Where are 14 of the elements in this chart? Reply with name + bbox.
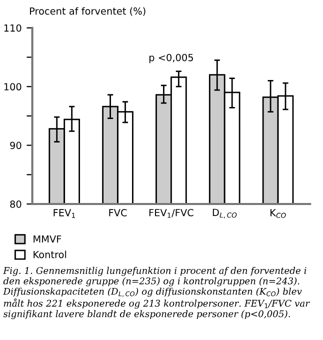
y-tick-label: 90 bbox=[10, 142, 22, 150]
x-tick-label: FEV$_{1}$ bbox=[54, 209, 75, 218]
x-tick-label: K$_{CO}$ bbox=[270, 209, 286, 218]
y-axis-title: Procent af forventet (%) bbox=[30, 7, 146, 16]
annotation: p <0,005 bbox=[149, 54, 193, 64]
y-tick-label: 100 bbox=[4, 83, 22, 90]
x-tick-label: FVC bbox=[109, 209, 127, 216]
text: Fig. 1. Gennemsnitlig lungefunktion i procent af den forventede i den eksponerede gruppe (n=235) og i kontrolgruppen (n=243). Diffusionskapaciteten (D$_{L,CO}$) og diffusionskonstanten (K$_{CO}$) blev målt hos 221 eksponerede og 213 kontrolpersoner. FEV$_{1}$/FVC var signifikant lavere blandt de eksponerede personer (p<0,005). bbox=[3, 266, 310, 320]
x-tick-label: FEV$_{1}$/FVC bbox=[149, 208, 194, 218]
x-tick-label: D$_{L,CO}$ bbox=[212, 208, 237, 218]
y-tick-label: 80 bbox=[10, 200, 22, 208]
y-tick-label: 110 bbox=[4, 24, 22, 32]
legend-label: Kontrol bbox=[34, 250, 66, 258]
legend-label: MMVF bbox=[34, 235, 62, 243]
